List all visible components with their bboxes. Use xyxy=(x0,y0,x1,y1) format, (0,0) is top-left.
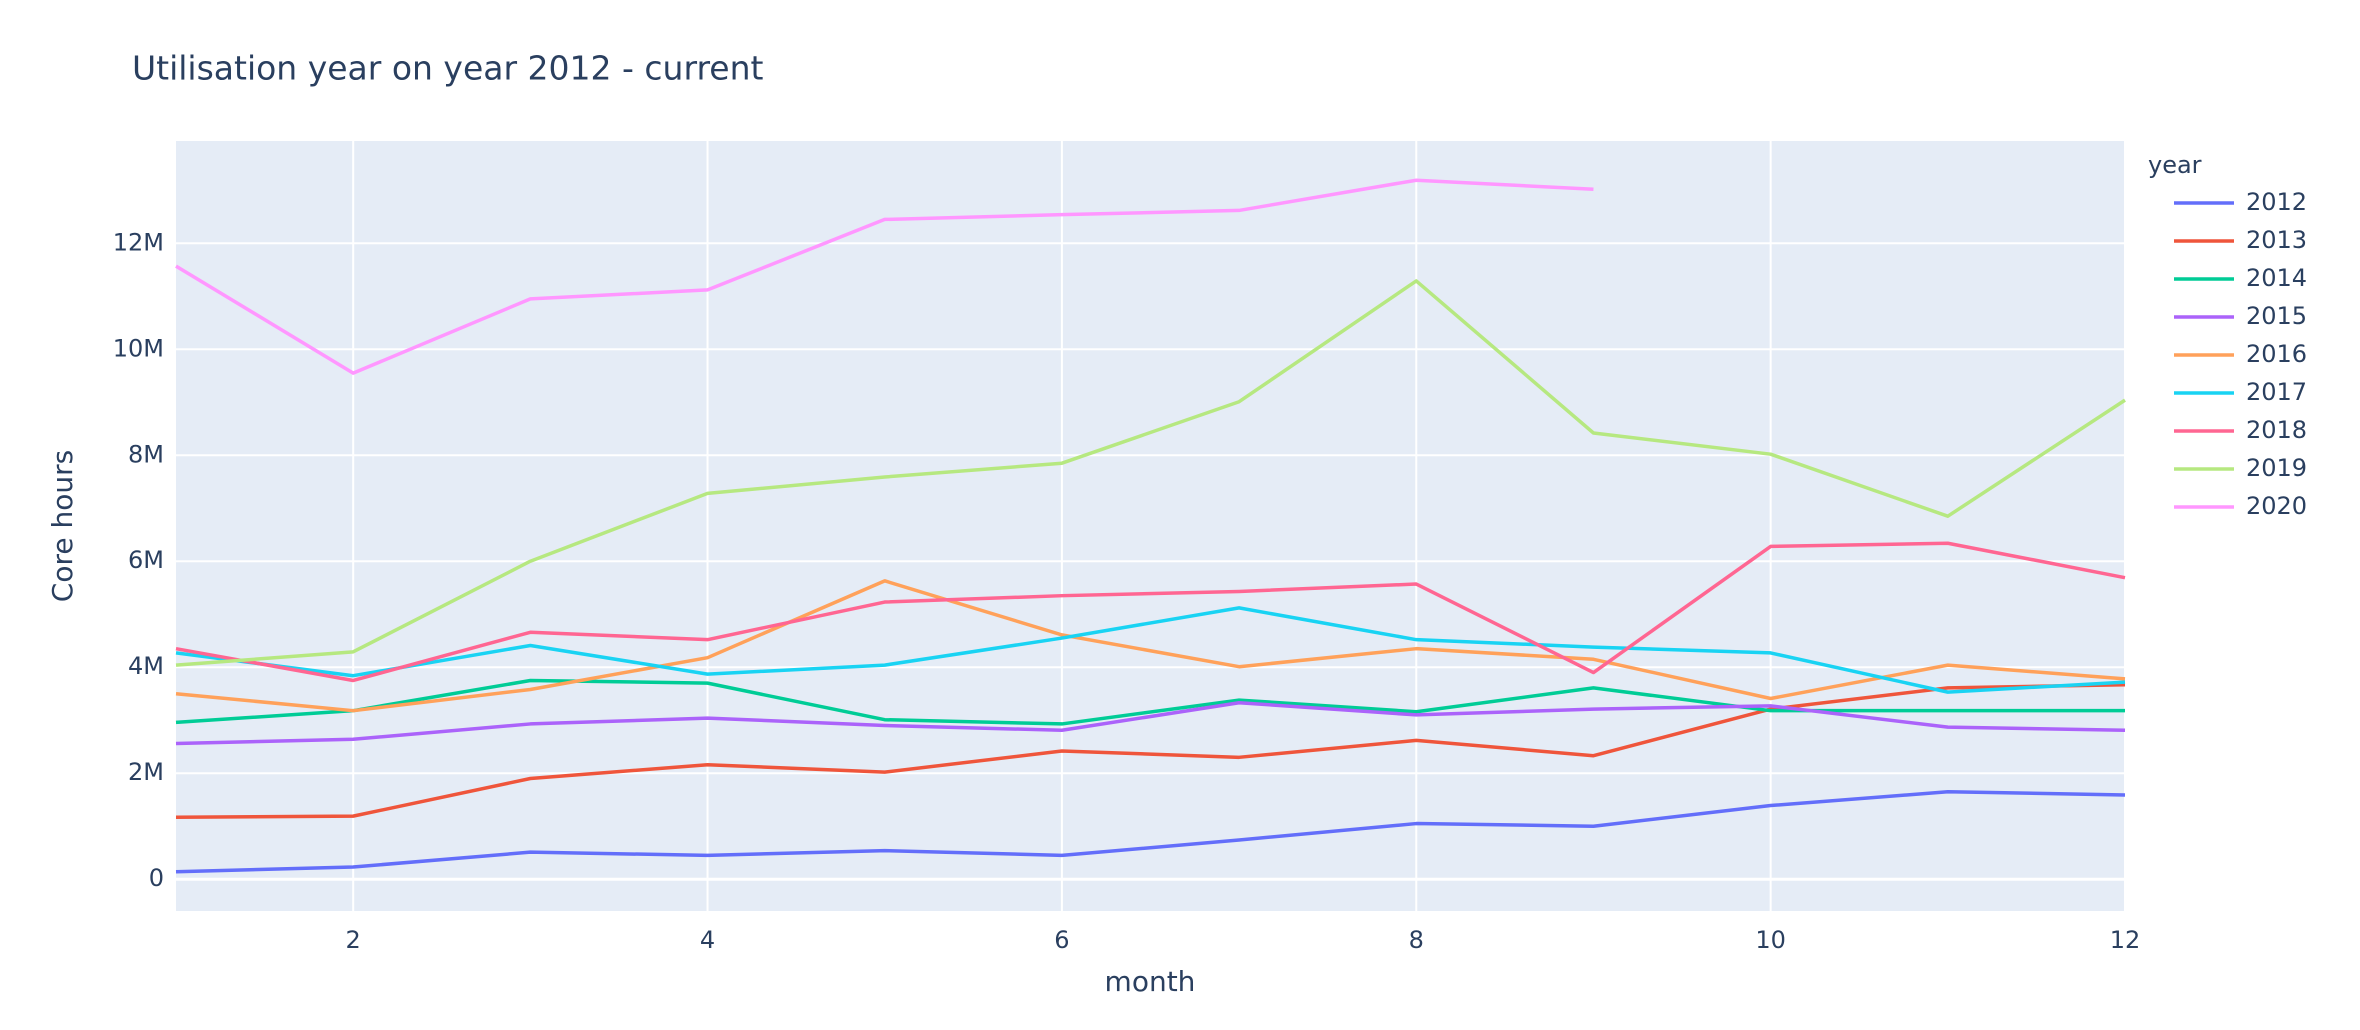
y-axis-title: Core hours xyxy=(46,450,79,602)
series-line xyxy=(175,579,2126,713)
x-axis-title: month xyxy=(1105,965,1196,998)
series-line xyxy=(175,682,2126,819)
x-tick-label: 10 xyxy=(1755,926,1786,954)
legend-label: 2014 xyxy=(2246,264,2307,292)
y-tick-label: 10M xyxy=(113,334,164,362)
series-line xyxy=(175,606,2126,694)
legend-label: 2020 xyxy=(2246,492,2307,520)
chart-title: Utilisation year on year 2012 - current xyxy=(132,49,764,88)
x-tick-label: 2 xyxy=(346,926,361,954)
y-tick-label: 0 xyxy=(149,864,164,892)
y-tick-label: 4M xyxy=(128,652,164,680)
legend-label: 2012 xyxy=(2246,188,2307,216)
y-tick-label: 2M xyxy=(128,758,164,786)
y-tick-label: 12M xyxy=(113,228,164,256)
legend-label: 2019 xyxy=(2246,454,2307,482)
series-line xyxy=(175,541,2126,683)
series-line xyxy=(175,279,2126,667)
legend-title: year xyxy=(2148,151,2202,179)
x-tick-label: 8 xyxy=(1409,926,1424,954)
legend-label: 2018 xyxy=(2246,416,2307,444)
x-tick-label: 6 xyxy=(1054,926,1069,954)
series-line xyxy=(175,790,2126,874)
y-tick-label: 8M xyxy=(128,440,164,468)
legend-label: 2017 xyxy=(2246,378,2307,406)
legend-label: 2013 xyxy=(2246,226,2307,254)
y-tick-label: 6M xyxy=(128,546,164,574)
x-tick-label: 4 xyxy=(700,926,715,954)
series-line xyxy=(175,178,1594,375)
legend-label: 2016 xyxy=(2246,340,2307,368)
series-line xyxy=(175,700,2126,746)
x-tick-label: 12 xyxy=(2110,926,2141,954)
legend-label: 2015 xyxy=(2246,302,2307,330)
plot-background xyxy=(176,141,2125,911)
